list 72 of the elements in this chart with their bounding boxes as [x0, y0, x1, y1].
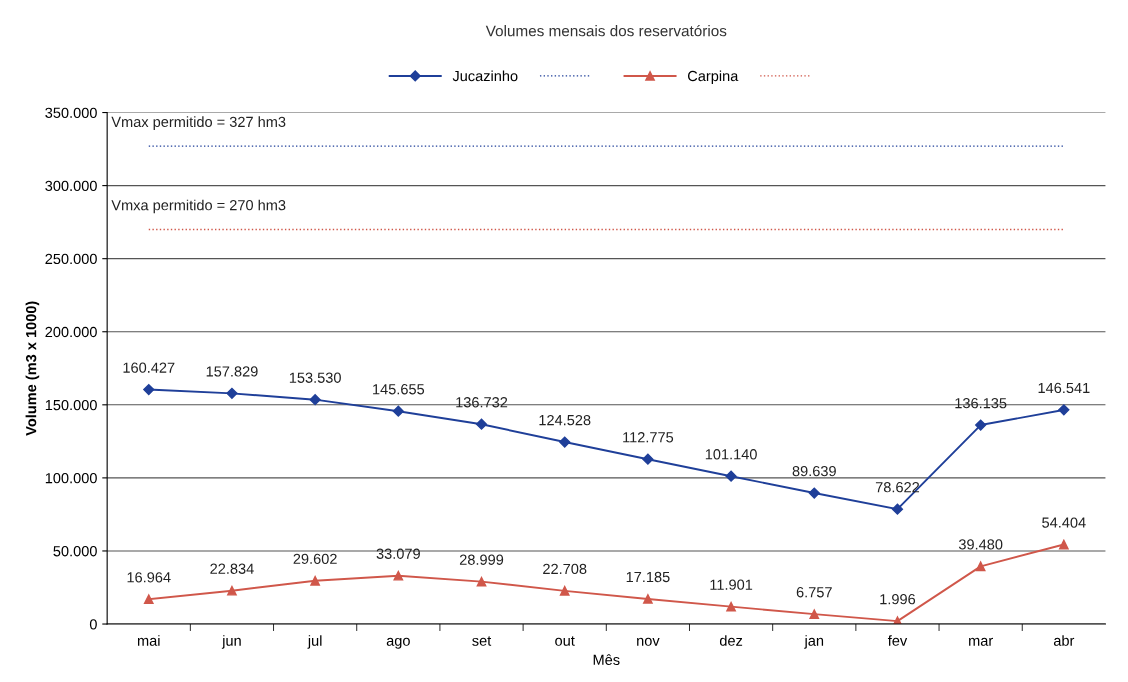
legend-label: Carpina: [687, 70, 739, 85]
data-label: 22.708: [543, 563, 587, 575]
y-tick-label: 50.000: [53, 546, 97, 557]
y-tick-label: 350.000: [45, 107, 97, 118]
x-tick-label: mar: [969, 637, 993, 646]
point: [143, 383, 155, 396]
data-label: 78.622: [875, 482, 920, 493]
x-axis-title: Mês: [593, 654, 620, 665]
y-tick-label: 250.000: [45, 253, 97, 265]
annotation: Vmxa permitido = 270 hm3: [111, 199, 286, 214]
data-label: 6.757: [796, 587, 832, 598]
chart-title: Volumes mensais dos reservatórios: [485, 24, 727, 37]
data-label: 22.834: [210, 563, 254, 574]
x-tick-label: set: [472, 636, 492, 646]
data-label: 28.999: [459, 554, 504, 565]
point: [310, 575, 320, 586]
data-label: 160.427: [123, 362, 175, 373]
y-tick-label: 150.000: [45, 399, 97, 411]
data-label: 54.404: [1042, 517, 1086, 528]
point: [643, 594, 653, 604]
data-label: 11.901: [710, 579, 753, 590]
point: [725, 470, 737, 482]
point: [227, 585, 237, 596]
data-label: 1.996: [880, 594, 916, 605]
point: [559, 585, 570, 596]
data-label: 17.185: [626, 571, 670, 583]
data-label: 29.602: [293, 553, 337, 564]
point: [226, 387, 238, 399]
y-tick-label: 0: [89, 619, 97, 630]
x-tick-label: out: [555, 636, 575, 646]
x-tick-label: jun: [221, 635, 241, 649]
point: [809, 609, 820, 620]
data-label: 39.480: [958, 539, 1003, 550]
point: [808, 487, 820, 499]
point: [975, 561, 986, 572]
y-tick-label: 300.000: [45, 180, 97, 192]
x-tick-label: jan: [804, 635, 824, 649]
x-tick-label: jul: [307, 635, 322, 649]
data-label: 157.829: [206, 366, 258, 377]
point: [642, 453, 654, 465]
data-label: 89.639: [792, 465, 836, 477]
y-axis-title: Volume (m3 x 1000): [25, 301, 40, 436]
point: [975, 419, 987, 431]
data-label: 146.541: [1038, 382, 1090, 394]
x-tick-label: nov: [637, 637, 660, 646]
point: [309, 394, 321, 406]
annotation: Vmax permitido = 327 hm3: [111, 116, 286, 130]
data-label: 33.079: [376, 548, 420, 559]
data-label: 112.775: [623, 432, 674, 443]
y-tick-label: 200.000: [45, 326, 97, 338]
data-label: 16.964: [127, 572, 171, 583]
point: [726, 601, 736, 612]
point: [559, 436, 571, 448]
point: [143, 594, 154, 605]
x-tick-label: abr: [1053, 635, 1075, 646]
point: [475, 418, 488, 430]
point: [891, 503, 904, 515]
y-tick-label: 100.000: [45, 472, 97, 484]
x-tick-label: mai: [137, 635, 160, 646]
point: [1058, 404, 1070, 416]
data-label: 145.655: [373, 384, 425, 395]
point: [392, 405, 404, 417]
x-tick-label: ago: [386, 637, 410, 649]
data-label: 153.530: [289, 372, 341, 383]
point: [1058, 539, 1069, 550]
data-label: 124.528: [539, 414, 591, 426]
x-tick-label: fev: [887, 635, 908, 646]
point: [476, 576, 487, 587]
legend-label: Jucazinho: [452, 70, 518, 82]
point: [393, 570, 404, 581]
x-tick-label: dez: [719, 635, 743, 646]
data-label: 101.140: [705, 449, 757, 460]
